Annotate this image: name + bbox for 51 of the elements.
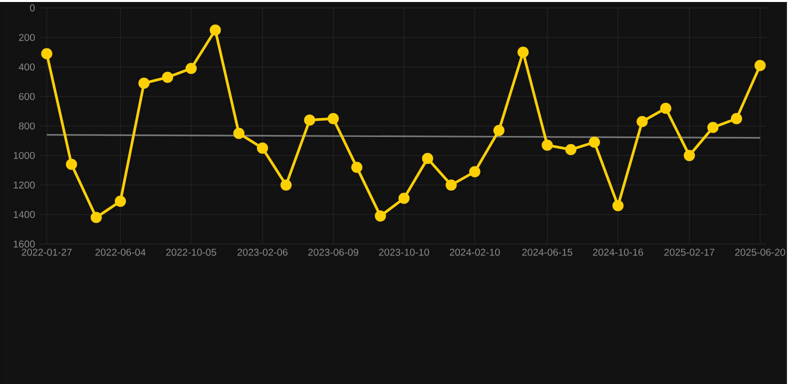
point [754, 60, 766, 71]
y-tick-label: 600 [19, 92, 35, 100]
point [636, 116, 648, 127]
point [660, 102, 672, 114]
point [612, 200, 624, 212]
point [374, 210, 386, 222]
point [565, 144, 576, 155]
point [351, 162, 362, 173]
point [493, 124, 505, 136]
x-tick-label: 2025-06-20 [735, 248, 786, 256]
y-tick-label: 400 [18, 63, 35, 70]
point [41, 48, 52, 60]
point [280, 179, 292, 190]
point [469, 166, 480, 178]
y-tick-label: 800 [18, 122, 35, 130]
point [588, 136, 600, 148]
point [90, 212, 102, 223]
point [233, 128, 244, 139]
x-tick-label: 2025-02-17 [664, 248, 714, 256]
point [518, 46, 529, 58]
x-tick-label: 2024-06-15 [522, 248, 572, 256]
point [114, 195, 126, 207]
y-tick-label: 1400 [14, 210, 35, 218]
point [707, 122, 719, 133]
y-tick-label: 1000 [14, 152, 35, 159]
point [398, 192, 410, 204]
x-tick-label: 2024-10-16 [593, 248, 644, 256]
point [446, 179, 457, 190]
point [256, 142, 268, 154]
point [210, 24, 221, 36]
point [422, 152, 434, 164]
point [304, 114, 316, 126]
x-tick-label: 2024-02-10 [450, 248, 500, 256]
y-tick-label: 1200 [14, 181, 35, 188]
point [542, 139, 553, 151]
point [328, 112, 339, 124]
point [66, 158, 78, 170]
point [186, 62, 197, 74]
y-tick-label: 200 [19, 34, 35, 41]
y-tick-label: 0 [30, 4, 35, 12]
x-tick-label: 2022-10-05 [166, 248, 216, 256]
point [684, 150, 695, 161]
x-tick-label: 2022-01-27 [22, 248, 72, 256]
point [138, 77, 150, 89]
x-tick-label: 2023-02-06 [238, 248, 288, 256]
point [730, 112, 742, 124]
x-tick-label: 2023-06-09 [308, 248, 358, 256]
x-tick-label: 2022-06-04 [95, 248, 146, 256]
x-tick-label: 2023-10-10 [379, 248, 430, 256]
y-tick-label: 1600 [14, 240, 35, 248]
point [162, 71, 174, 83]
